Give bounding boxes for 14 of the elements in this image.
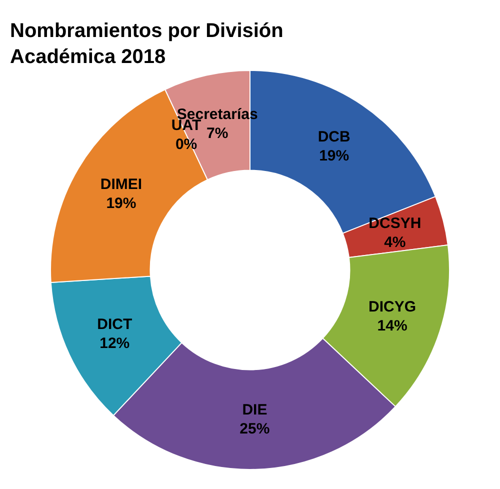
slice-label: DIMEI bbox=[100, 176, 142, 193]
slice-label: DIE bbox=[242, 402, 268, 419]
slice-label: DICT bbox=[97, 316, 132, 333]
slice-label: DICYG bbox=[368, 298, 416, 316]
slice-label: DCB bbox=[318, 128, 351, 146]
data-label: 25% bbox=[240, 420, 270, 438]
slice-label: DCSYH bbox=[368, 214, 422, 232]
chart-title: Nombramientos por División Académica 2018 bbox=[10, 19, 284, 70]
data-label: 14% bbox=[377, 317, 408, 334]
data-label: 19% bbox=[319, 147, 350, 164]
data-label: 19% bbox=[106, 194, 136, 212]
data-label: 7% bbox=[206, 125, 228, 142]
data-label: 12% bbox=[100, 334, 130, 352]
data-label: 4% bbox=[384, 234, 406, 251]
